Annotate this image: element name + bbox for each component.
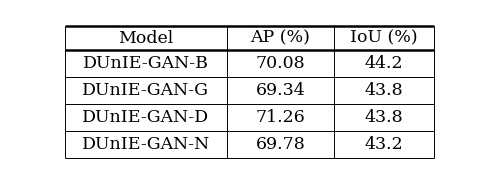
Text: 43.8: 43.8	[364, 109, 403, 126]
Text: 71.26: 71.26	[256, 109, 305, 126]
Text: 43.8: 43.8	[364, 82, 403, 99]
Text: 43.2: 43.2	[364, 136, 403, 153]
Text: DUnIE-GAN-B: DUnIE-GAN-B	[83, 55, 208, 72]
Text: 44.2: 44.2	[364, 55, 403, 72]
Text: 70.08: 70.08	[256, 55, 305, 72]
Text: 69.78: 69.78	[256, 136, 305, 153]
Text: 69.34: 69.34	[256, 82, 305, 99]
Text: AP (%): AP (%)	[250, 30, 311, 47]
Text: DUnIE-GAN-D: DUnIE-GAN-D	[82, 109, 209, 126]
Text: DUnIE-GAN-N: DUnIE-GAN-N	[82, 136, 210, 153]
Text: DUnIE-GAN-G: DUnIE-GAN-G	[82, 82, 209, 99]
Text: Model: Model	[118, 30, 174, 47]
Text: IoU (%): IoU (%)	[350, 30, 417, 47]
